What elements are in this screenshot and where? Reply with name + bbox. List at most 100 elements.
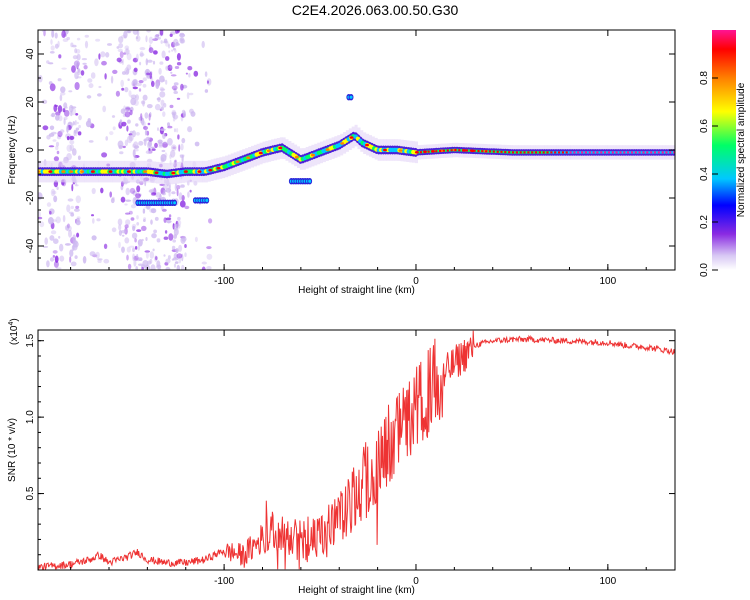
heatmap-noise-blob bbox=[145, 35, 148, 43]
heatmap-noise-blob bbox=[46, 202, 52, 207]
heatmap-noise-blob bbox=[126, 125, 129, 132]
heatmap-noise-blob bbox=[115, 90, 120, 97]
heatmap-noise-blob bbox=[163, 236, 169, 240]
heatmap-noise-blob bbox=[142, 77, 147, 82]
ridge-tail bbox=[534, 151, 538, 154]
heatmap-noise-blob bbox=[91, 214, 94, 217]
heatmap-noise-blob bbox=[136, 30, 140, 36]
ridge-peak bbox=[398, 149, 403, 152]
ridge-peak bbox=[278, 146, 283, 150]
heatmap-noise-blob bbox=[69, 135, 75, 140]
heatmap-noise-blob bbox=[176, 128, 179, 133]
heatmap-noise-blob bbox=[81, 58, 87, 61]
heatmap-noise-blob bbox=[190, 111, 196, 117]
heatmap-noise-blob bbox=[146, 30, 151, 33]
heatmap-noise-blob bbox=[158, 145, 163, 148]
spectrogram-heatmap bbox=[38, 30, 675, 270]
heatmap-noise-blob bbox=[136, 185, 141, 193]
ridge-tail bbox=[558, 151, 561, 154]
feature-core bbox=[308, 179, 312, 183]
heatmap-noise-blob bbox=[145, 58, 148, 66]
ridge-tail bbox=[611, 151, 614, 154]
heatmap-noise-blob bbox=[53, 195, 58, 203]
heatmap-noise-blob bbox=[121, 246, 125, 253]
heatmap-noise-blob bbox=[76, 217, 80, 223]
heatmap-noise-blob bbox=[151, 148, 156, 151]
heatmap-noise-blob bbox=[137, 239, 143, 247]
heatmap-noise-blob bbox=[64, 106, 68, 109]
heatmap-noise-blob bbox=[174, 261, 179, 264]
heatmap-noise-blob bbox=[64, 109, 70, 117]
heatmap-noise-blob bbox=[129, 245, 135, 248]
heatmap-noise-blob bbox=[60, 91, 66, 96]
colorbar-tick-label: 0.8 bbox=[699, 71, 710, 85]
ridge-tail bbox=[638, 151, 641, 154]
heatmap-noise-blob bbox=[85, 120, 92, 128]
heatmap-noise-blob bbox=[132, 225, 136, 232]
heatmap-noise-blob bbox=[184, 205, 190, 210]
heatmap-noise-blob bbox=[171, 245, 176, 250]
heatmap-noise-blob bbox=[173, 91, 178, 94]
heatmap-noise-blob bbox=[206, 266, 212, 270]
ridge-peak bbox=[171, 171, 176, 175]
feature-core bbox=[349, 95, 353, 99]
ridge-tail bbox=[485, 150, 488, 153]
ridge-peak bbox=[246, 156, 251, 159]
heatmap-noise-blob bbox=[173, 128, 177, 133]
heatmap-noise-blob bbox=[157, 96, 161, 103]
ridge-tail bbox=[446, 149, 449, 152]
heatmap-noise-blob bbox=[124, 111, 131, 118]
heatmap-noise-blob bbox=[165, 79, 168, 85]
heatmap-noise-blob bbox=[136, 254, 139, 258]
heatmap-noise-blob bbox=[112, 69, 118, 74]
heatmap-noise-blob bbox=[151, 80, 155, 87]
ridge-tail bbox=[657, 151, 660, 154]
heatmap-noise-blob bbox=[154, 142, 158, 148]
heatmap-noise-blob bbox=[194, 141, 200, 147]
ridge-tail bbox=[542, 151, 545, 154]
heatmap-noise-blob bbox=[201, 40, 205, 49]
heatmap-noise-blob bbox=[126, 52, 132, 61]
heatmap-noise-scatter bbox=[38, 30, 213, 270]
heatmap-noise-blob bbox=[117, 48, 123, 53]
ridge-tail bbox=[600, 151, 603, 154]
ridge-tail bbox=[673, 151, 675, 154]
heatmap-noise-blob bbox=[76, 232, 80, 238]
heatmap-noise-blob bbox=[127, 78, 130, 81]
ridge-peak bbox=[183, 170, 188, 173]
heatmap-noise-blob bbox=[44, 237, 48, 245]
heatmap-noise-blob bbox=[48, 217, 54, 225]
heatmap-noise-blob bbox=[168, 50, 171, 53]
heatmap-noise-blob bbox=[116, 46, 120, 49]
ridge-tail bbox=[592, 151, 595, 154]
heatmap-noise-blob bbox=[161, 149, 166, 153]
ridge-tail bbox=[596, 151, 599, 154]
heatmap-noise-blob bbox=[181, 137, 186, 144]
heatmap-noise-blob bbox=[124, 224, 129, 229]
heatmap-noise-blob bbox=[75, 195, 82, 204]
heatmap-noise-blob bbox=[166, 66, 169, 69]
heatmap-noise-blob bbox=[52, 190, 57, 195]
heatmap-noise-blob bbox=[49, 210, 52, 215]
heatmap-noise-blob bbox=[156, 264, 162, 269]
ridge-tail bbox=[481, 150, 484, 153]
heatmap-noise-blob bbox=[179, 36, 185, 44]
heatmap-noise-blob bbox=[181, 109, 186, 115]
heatmap-noise-blob bbox=[58, 54, 62, 59]
heatmap-noise-blob bbox=[66, 125, 69, 133]
ridge-peak bbox=[294, 155, 299, 159]
heatmap-noise-blob bbox=[169, 65, 173, 69]
heatmap-noise-blob bbox=[103, 258, 110, 264]
heatmap-noise-blob bbox=[121, 121, 127, 127]
heatmap-noise-blob bbox=[39, 221, 45, 228]
heatmap-noise-blob bbox=[165, 56, 170, 61]
heatmap-noise-blob bbox=[125, 219, 131, 226]
heatmap-noise-blob bbox=[74, 48, 78, 54]
ridge-tail bbox=[508, 151, 511, 154]
heatmap-noise-blob bbox=[165, 266, 171, 270]
heatmap-noise-blob bbox=[136, 53, 139, 62]
heatmap-noise-blob bbox=[95, 251, 100, 259]
heatmap-noise-blob bbox=[151, 233, 157, 239]
heatmap-noise-blob bbox=[105, 136, 108, 141]
feature-core bbox=[173, 201, 177, 205]
